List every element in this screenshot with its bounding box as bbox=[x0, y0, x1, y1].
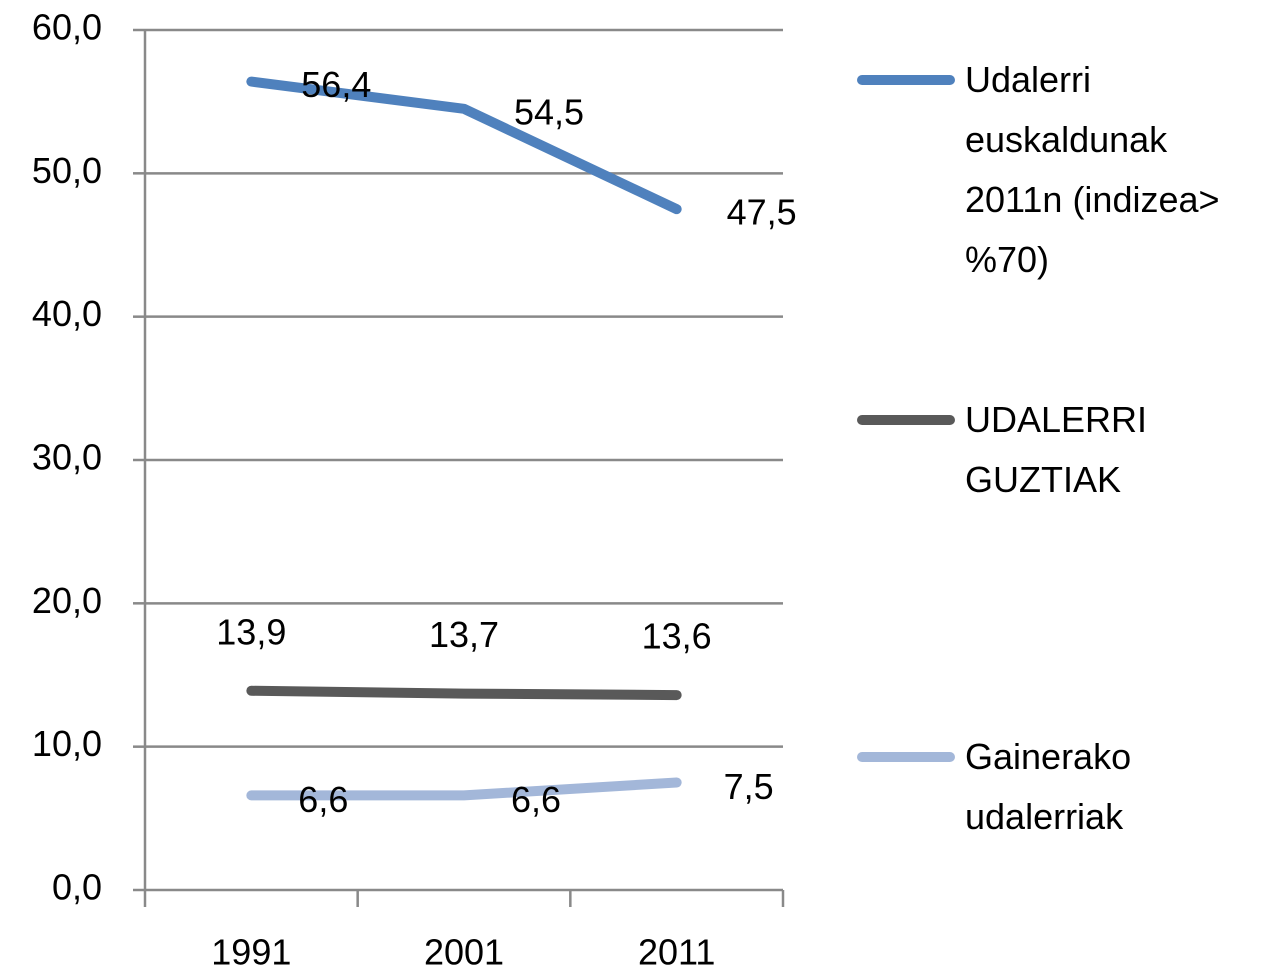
data-label: 6,6 bbox=[511, 779, 561, 820]
y-tick-label: 40,0 bbox=[32, 293, 102, 334]
series-line bbox=[246, 76, 682, 215]
x-tick-label: 2001 bbox=[424, 932, 504, 973]
data-label: 13,7 bbox=[429, 614, 499, 655]
x-tick-label: 2011 bbox=[638, 932, 715, 973]
y-tick-label: 50,0 bbox=[32, 150, 102, 191]
series-line bbox=[246, 777, 682, 801]
data-label: 7,5 bbox=[724, 766, 774, 807]
y-tick-label: 30,0 bbox=[32, 437, 102, 478]
x-tick-label: 1991 bbox=[211, 932, 291, 973]
y-tick-label: 60,0 bbox=[32, 7, 102, 48]
data-label: 13,6 bbox=[642, 616, 712, 657]
data-label: 13,9 bbox=[216, 611, 286, 652]
data-label: 47,5 bbox=[727, 192, 797, 233]
data-label: 54,5 bbox=[514, 91, 584, 132]
y-tick-label: 0,0 bbox=[52, 867, 102, 908]
legend-label: UDALERRI GUZTIAK bbox=[965, 399, 1148, 500]
data-label: 6,6 bbox=[298, 779, 348, 820]
y-tick-label: 10,0 bbox=[32, 723, 102, 764]
legend-label: Udalerri euskaldunak 2011n (indizea> %70… bbox=[965, 59, 1220, 280]
y-tick-label: 20,0 bbox=[32, 580, 102, 621]
data-label: 56,4 bbox=[301, 64, 371, 105]
series-line bbox=[246, 685, 682, 701]
legend-label: Gainerako udalerriak bbox=[965, 736, 1132, 837]
